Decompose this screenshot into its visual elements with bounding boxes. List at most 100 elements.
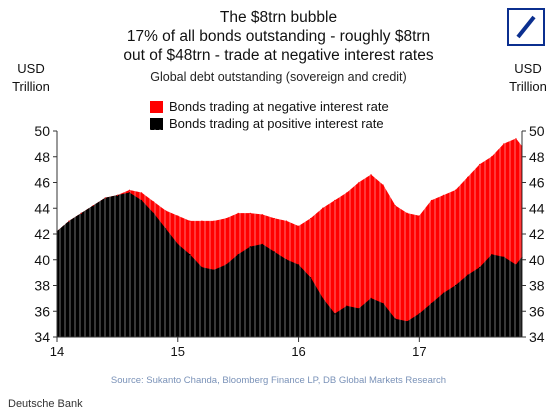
data-point-negative	[128, 189, 131, 191]
x-tick-label: 16	[291, 344, 305, 359]
data-point-positive	[430, 302, 433, 305]
data-point-positive	[273, 251, 276, 253]
data-point-negative	[454, 189, 457, 191]
data-point-positive	[334, 313, 336, 315]
data-point-negative	[177, 215, 179, 217]
data-point-negative	[189, 220, 191, 222]
data-point-negative	[140, 192, 143, 194]
data-point-positive	[442, 292, 445, 294]
chart-subtitle: Global debt outstanding (sovereign and c…	[150, 70, 407, 84]
legend-swatch-positive	[150, 117, 163, 130]
data-point-positive	[237, 254, 239, 256]
chart-title: The $8trn bubble 17% of all bonds outsta…	[0, 8, 557, 65]
data-point-positive	[285, 259, 288, 261]
data-point-positive	[479, 266, 481, 269]
data-point-negative	[68, 220, 70, 222]
data-point-positive	[358, 308, 360, 310]
y-tick-label-right: 46	[529, 175, 545, 191]
y-tick-label-left: 48	[34, 149, 50, 165]
data-point-negative	[165, 210, 167, 212]
y-tick-label-right: 38	[529, 278, 545, 294]
data-point-negative	[334, 199, 336, 202]
data-point-negative	[297, 225, 300, 227]
data-point-negative	[322, 207, 324, 209]
data-point-negative	[225, 217, 227, 220]
y-tick-label-right: 50	[529, 123, 545, 139]
data-point-negative	[503, 143, 505, 145]
data-point-negative	[261, 214, 263, 216]
data-point-negative	[285, 220, 288, 222]
data-point-negative	[249, 212, 251, 214]
data-point-positive	[346, 305, 348, 307]
data-point-positive	[140, 199, 143, 202]
data-point-positive	[406, 320, 408, 323]
title-line-2: 17% of all bonds outstanding - roughly $…	[126, 28, 431, 45]
deutsche-bank-logo-icon	[507, 8, 545, 46]
data-point-positive	[467, 274, 469, 276]
data-point-positive	[491, 254, 493, 256]
y-tick-label-left: 38	[34, 278, 50, 294]
legend-item-positive: Bonds trading at positive interest rate	[150, 116, 384, 131]
data-point-positive	[213, 269, 215, 271]
data-point-positive	[177, 243, 179, 245]
data-point-positive	[382, 302, 384, 305]
data-point-positive	[297, 264, 300, 266]
data-point-positive	[418, 313, 420, 315]
y-axis-unit-left: USD Trillion	[8, 60, 54, 96]
data-point-negative	[418, 215, 420, 217]
data-point-positive	[503, 256, 505, 258]
unit-right-line-1: USD	[514, 61, 542, 76]
data-point-positive	[310, 277, 312, 279]
data-point-negative	[382, 184, 384, 186]
source-note: Source: Sukanto Chanda, Bloomberg Financ…	[110, 375, 447, 386]
data-point-negative	[406, 212, 408, 214]
data-point-negative	[310, 217, 312, 220]
data-point-negative	[213, 220, 215, 222]
y-tick-label-left: 34	[34, 329, 50, 345]
unit-right-line-2: Trillion	[509, 79, 547, 94]
data-point-negative	[370, 174, 372, 176]
data-point-positive	[370, 297, 372, 299]
data-point-negative	[394, 205, 396, 207]
legend-item-negative: Bonds trading at negative interest rate	[150, 99, 389, 114]
data-point-negative	[430, 199, 433, 202]
data-point-positive	[454, 284, 457, 287]
legend-label-positive: Bonds trading at positive interest rate	[169, 116, 384, 131]
data-point-negative	[491, 156, 493, 158]
unit-left-line-1: USD	[17, 61, 45, 76]
y-tick-label-right: 44	[529, 200, 545, 216]
data-point-negative	[273, 217, 276, 220]
y-tick-label-left: 40	[34, 252, 50, 268]
legend-label-negative: Bonds trading at negative interest rate	[169, 99, 389, 114]
data-point-negative	[442, 194, 445, 196]
data-point-negative	[92, 205, 94, 207]
data-point-positive	[128, 192, 131, 194]
data-point-negative	[479, 163, 481, 166]
data-point-positive	[394, 318, 396, 320]
title-line-1: The $8trn bubble	[219, 9, 338, 26]
data-point-positive	[165, 228, 167, 230]
y-tick-label-right: 48	[529, 149, 545, 165]
data-point-negative	[515, 138, 517, 140]
data-point-negative	[153, 201, 155, 203]
y-tick-label-right: 40	[529, 252, 545, 268]
y-tick-label-left: 42	[34, 226, 50, 242]
unit-left-line-2: Trillion	[12, 79, 50, 94]
data-point-negative	[116, 194, 118, 196]
y-tick-label-left: 46	[34, 175, 50, 191]
x-tick-label: 15	[171, 344, 185, 359]
data-point-positive	[201, 266, 203, 269]
title-line-3: out of $48trn - trade at negative intere…	[123, 47, 434, 64]
data-point-negative	[104, 197, 106, 199]
y-tick-label-right: 42	[529, 226, 545, 242]
footer-brand: Deutsche Bank	[8, 398, 83, 410]
logo-slash-icon	[516, 15, 536, 39]
legend-swatch-negative	[150, 100, 163, 113]
data-point-positive	[153, 212, 155, 214]
data-point-negative	[358, 181, 360, 184]
bar-hatching	[59, 129, 521, 337]
data-point-positive	[261, 243, 263, 245]
data-point-negative	[237, 212, 239, 214]
y-axis-unit-right: USD Trillion	[505, 60, 551, 96]
